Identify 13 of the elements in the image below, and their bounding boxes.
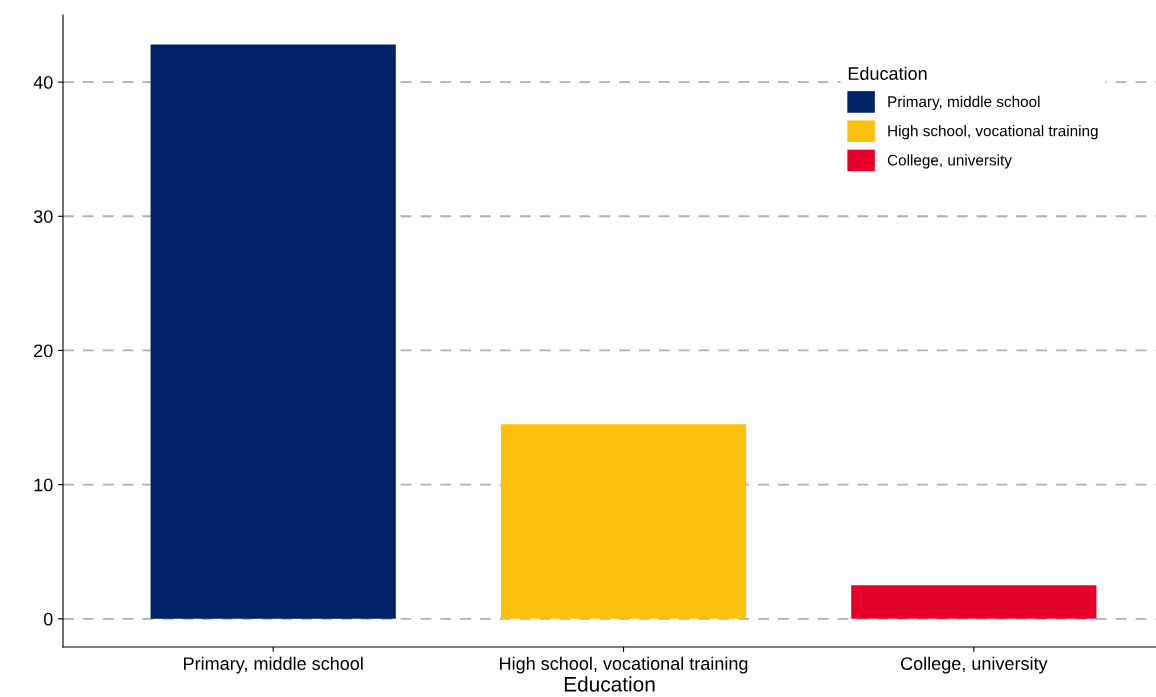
legend-title: Education xyxy=(848,66,927,80)
x-tick-label: College, university xyxy=(900,656,1048,674)
y-tick-label: 10 xyxy=(34,478,53,492)
x-tick-label: Primary, middle school xyxy=(184,656,363,674)
x-axis-title: Education xyxy=(564,676,655,692)
legend-label: High school, vocational training xyxy=(888,125,1098,140)
y-tick-label: 40 xyxy=(33,76,53,89)
y-tick-label: 30 xyxy=(33,210,53,223)
y-tick-label: 20 xyxy=(34,344,53,358)
y-tick-label: 0 xyxy=(43,612,53,626)
legend-label: College, university xyxy=(887,154,1012,169)
legend-label: Primary, middle school xyxy=(888,95,1040,111)
x-tick-label: High school, vocational training xyxy=(500,656,748,674)
